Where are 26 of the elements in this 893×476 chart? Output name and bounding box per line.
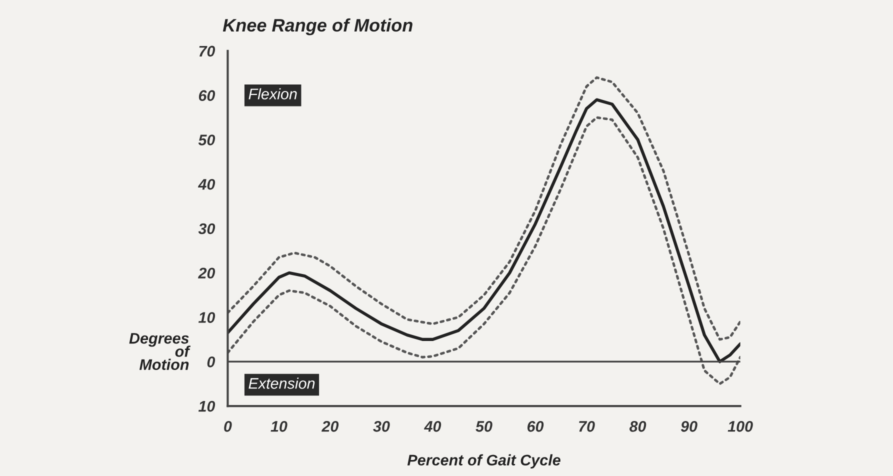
x-tick-label: 40 (424, 421, 442, 432)
y-tick-label: 0 (207, 356, 216, 368)
annotation: Flexion (248, 88, 297, 100)
y-tick-label: 10 (198, 400, 216, 412)
x-axis-title: Percent of Gait Cycle (407, 454, 560, 469)
x-tick-label: 100 (728, 421, 753, 432)
y-tick-label: 70 (199, 46, 216, 57)
chart-title: Knee Range of Motion (222, 18, 412, 36)
line-series (228, 76, 740, 341)
x-tick-label: 10 (270, 421, 288, 432)
y-tick-label: 60 (198, 90, 216, 102)
x-tick-label: 90 (680, 421, 698, 432)
y-axis-title: Degrees of Motion (129, 333, 191, 370)
annotation: Extension (248, 378, 315, 389)
x-tick-label: 20 (321, 421, 339, 432)
x-tick-label: 70 (579, 421, 595, 432)
y-tick-label: 20 (198, 268, 216, 279)
x-tick-label: 60 (527, 421, 544, 432)
x-tick-label: 50 (476, 421, 492, 432)
x-tick-label: 0 (224, 421, 232, 432)
y-tick-label: 10 (198, 312, 216, 323)
y-tick-label: 40 (198, 178, 216, 190)
y-tick-label: 30 (198, 223, 216, 234)
y-tick-label: 50 (198, 134, 216, 146)
x-tick-label: 80 (629, 421, 646, 432)
x-tick-label: 30 (373, 421, 390, 432)
